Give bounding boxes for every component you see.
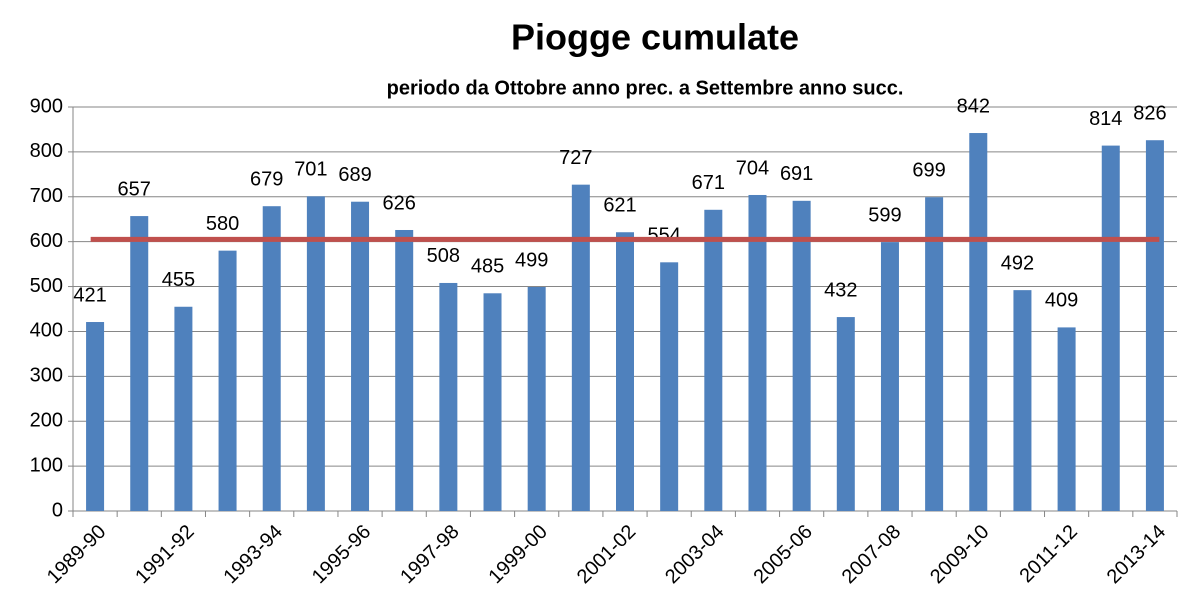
y-tick-label: 500: [30, 275, 63, 297]
bar: [836, 317, 855, 511]
data-label: 826: [1133, 102, 1166, 124]
bar: [130, 216, 149, 511]
x-tick-label: 1997-98: [396, 521, 463, 588]
data-label: 727: [559, 147, 592, 169]
y-tick-label: 800: [30, 140, 63, 162]
data-label: 701: [294, 159, 327, 181]
y-tick-label: 400: [30, 320, 63, 342]
bar: [527, 287, 546, 511]
data-label: 492: [1001, 252, 1034, 274]
x-tick-label: 1999-00: [484, 521, 551, 588]
bar: [1145, 140, 1164, 511]
bar: [218, 250, 237, 511]
data-label: 671: [692, 172, 725, 194]
data-label: 842: [957, 95, 990, 117]
bar: [1013, 290, 1032, 511]
data-label: 580: [206, 213, 239, 235]
y-tick-label: 300: [30, 365, 63, 387]
data-label: 485: [471, 256, 504, 278]
data-label: 421: [73, 284, 106, 306]
bar: [792, 200, 811, 511]
x-tick-label: 2005-06: [749, 521, 816, 588]
x-tick-label: 1989-90: [43, 521, 110, 588]
data-label: 699: [912, 160, 945, 182]
bar: [439, 282, 458, 511]
bar: [1057, 327, 1076, 511]
bar: [704, 209, 723, 511]
x-tick-label: 2003-04: [661, 521, 728, 588]
x-tick-label: 2007-08: [838, 521, 905, 588]
y-tick-label: 100: [30, 454, 63, 476]
bar: [925, 197, 944, 511]
data-label: 814: [1089, 108, 1122, 130]
x-tick-label: 2009-10: [926, 521, 993, 588]
bar: [86, 322, 105, 511]
data-label: 554: [647, 225, 680, 247]
bar: [1101, 145, 1120, 512]
y-tick-label: 900: [30, 95, 63, 117]
bar: [571, 184, 590, 511]
bar: [262, 206, 281, 511]
chart-title: Piogge cumulate: [511, 17, 799, 58]
data-label: 691: [780, 163, 813, 185]
bar: [174, 306, 193, 511]
y-tick-label: 700: [30, 185, 63, 207]
data-label: 432: [824, 279, 857, 301]
x-tick-label: 1991-92: [131, 521, 198, 588]
data-label: 499: [515, 249, 548, 271]
data-label: 679: [250, 168, 283, 190]
bar: [880, 242, 899, 512]
x-tick-label: 2011-12: [1015, 521, 1081, 587]
data-label: 621: [603, 195, 636, 217]
x-tick-label: 1993-94: [220, 521, 287, 588]
data-label: 508: [427, 245, 460, 267]
bar: [483, 293, 502, 511]
data-label: 704: [736, 157, 769, 179]
data-label: 657: [118, 178, 151, 200]
bar: [969, 133, 988, 511]
data-label: 626: [383, 192, 416, 214]
y-tick-label: 600: [30, 230, 63, 252]
x-tick-label: 2001-02: [573, 521, 640, 588]
bar: [748, 194, 767, 511]
bar: [395, 229, 414, 512]
data-label: 689: [338, 164, 371, 186]
chart-subtitle: periodo da Ottobre anno prec. a Settembr…: [387, 77, 904, 99]
bar: [616, 232, 634, 512]
bar: [351, 201, 370, 511]
data-label: 455: [162, 269, 195, 291]
data-label: 599: [868, 204, 901, 226]
y-tick-label: 200: [30, 410, 63, 432]
x-tick-label: 1995-96: [308, 521, 375, 588]
bar: [306, 196, 325, 511]
bar: [660, 262, 679, 511]
y-tick-label: 0: [52, 499, 63, 521]
data-label: 409: [1045, 290, 1078, 312]
x-tick-label: 2013-14: [1103, 521, 1170, 588]
